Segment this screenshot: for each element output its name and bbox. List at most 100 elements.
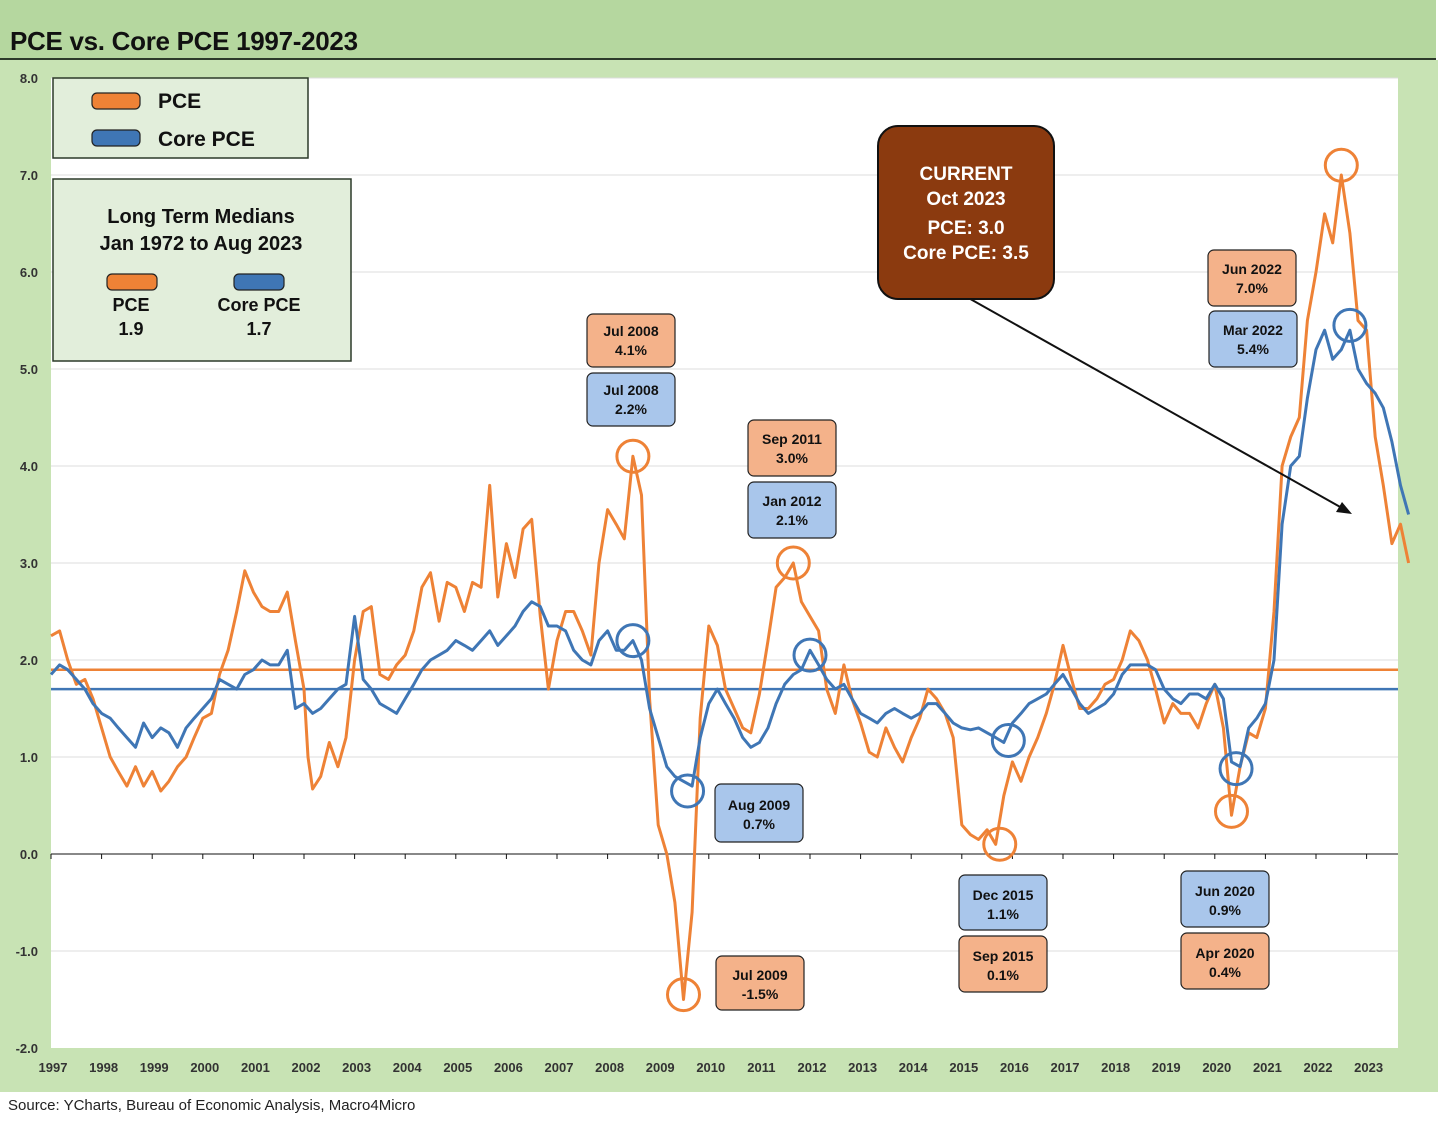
legend-core-swatch: [91, 129, 141, 147]
annotation-value: -1.5%: [742, 986, 779, 1002]
current-box: [877, 125, 1055, 300]
y-tick-label: 8.0: [20, 71, 38, 86]
title-bar: PCE vs. Core PCE 1997-2023: [0, 0, 1436, 60]
annotation-pce-apr-2020: Apr 2020 0.4%: [1180, 932, 1270, 990]
annotation-date: Jul 2008: [603, 323, 658, 339]
current-callout: CURRENT Oct 2023 PCE: 3.0 Core PCE: 3.5: [877, 125, 1352, 514]
annotation-date: Aug 2009: [728, 797, 790, 813]
annotation-box: [586, 372, 676, 427]
x-tick-label: 2015: [949, 1060, 978, 1075]
annotation-box: [715, 955, 805, 1011]
y-tick-label: 0.0: [20, 847, 38, 862]
x-tick-label: 2010: [696, 1060, 725, 1075]
x-tick-label: 2014: [899, 1060, 929, 1075]
annotation-box: [586, 313, 676, 368]
annotation-date: Jan 2012: [762, 493, 821, 509]
legend-pce-swatch: [91, 92, 141, 110]
y-tick-label: -2.0: [16, 1041, 38, 1056]
highlight-circle-pce: [982, 826, 1018, 862]
annotation-box: [714, 783, 804, 843]
y-tick-label: -1.0: [16, 944, 38, 959]
highlight-circle-pce: [1323, 147, 1359, 183]
highlight-circle-pce: [666, 977, 701, 1013]
chart-frame: -2.0 -1.0 0.0 1.0 2.0 3.0 4.0 5.0 6.0 7.0 8.0 1997 1…: [0, 60, 1438, 1092]
source-note: Source: YCharts, Bureau of Economic Anal…: [8, 1097, 416, 1114]
highlight-circle-pce: [775, 545, 811, 581]
medians-pce-value: 1.9: [118, 319, 143, 339]
highlight-circle-core: [1332, 307, 1368, 343]
annotation-core-jun-2020: Jun 2020 0.9%: [1180, 870, 1270, 928]
x-tick-label: 2022: [1304, 1060, 1333, 1075]
x-tick-label: 1999: [140, 1060, 169, 1075]
annotation-value: 0.4%: [1209, 964, 1241, 980]
x-tick-label: 2004: [393, 1060, 423, 1075]
x-tick-label: 2017: [1051, 1060, 1080, 1075]
current-pce: PCE: 3.0: [927, 218, 1004, 239]
highlight-circle-core: [670, 773, 706, 809]
x-tick-label: 2019: [1152, 1060, 1181, 1075]
annotation-pce-jun-2022: Jun 2022 7.0%: [1207, 249, 1297, 307]
x-tick-label: 2018: [1101, 1060, 1130, 1075]
series-line-core: [49, 328, 1411, 788]
annotations: Jul 2008 4.1% Jul 2008 2.2% Sep 2011 3.0…: [586, 249, 1298, 1011]
annotation-date: Mar 2022: [1223, 322, 1283, 338]
annotation-value: 7.0%: [1236, 280, 1268, 296]
annotation-core-jul-2008: Jul 2008 2.2%: [586, 372, 676, 427]
annotation-pce-jul-2008: Jul 2008 4.1%: [586, 313, 676, 368]
x-tick-label: 2023: [1354, 1060, 1383, 1075]
current-core: Core PCE: 3.5: [903, 243, 1029, 264]
current-arrow-line: [964, 295, 1343, 509]
y-tick-label: 4.0: [20, 459, 38, 474]
annotation-box: [747, 419, 837, 477]
annotation-pce-jul-2009: Jul 2009 -1.5%: [715, 955, 805, 1011]
annotation-value: 0.1%: [987, 967, 1019, 983]
annotation-box: [958, 874, 1048, 931]
highlight-circle-pce: [615, 438, 651, 474]
series-line-pce: [50, 173, 1411, 1001]
medians-panel: Long Term Medians Jan 1972 to Aug 2023 P…: [52, 178, 352, 362]
annotation-value: 1.1%: [987, 906, 1019, 922]
annotation-box: [1180, 870, 1270, 928]
annotation-core-mar-2022: Mar 2022 5.4%: [1208, 310, 1298, 368]
y-tick-label: 7.0: [20, 168, 38, 183]
series-layer: [49, 173, 1411, 1001]
annotation-box: [1208, 310, 1298, 368]
medians-core-swatch: [233, 273, 285, 291]
y-tick-label: 1.0: [20, 750, 38, 765]
annotation-date: Dec 2015: [973, 887, 1034, 903]
highlight-circle-core: [792, 637, 828, 673]
annotation-value: 2.1%: [776, 512, 808, 528]
x-tick-label: 1997: [39, 1060, 68, 1075]
medians-pce-label: PCE: [112, 295, 149, 315]
y-tick-label: 6.0: [20, 265, 38, 280]
x-tick-label: 2011: [747, 1060, 775, 1075]
annotation-value: 4.1%: [615, 342, 647, 358]
y-tick-label: 5.0: [20, 362, 38, 377]
x-tick-label: 2016: [1000, 1060, 1029, 1075]
x-tick-label: 2005: [443, 1060, 472, 1075]
annotation-core-dec-2015: Dec 2015 1.1%: [958, 874, 1048, 931]
annotation-value: 0.9%: [1209, 902, 1241, 918]
x-tick-label: 2021: [1253, 1060, 1282, 1075]
annotation-date: Jun 2022: [1222, 261, 1282, 277]
current-arrow-head: [1336, 502, 1352, 514]
x-tick-label: 2002: [292, 1060, 321, 1075]
medians-core-value: 1.7: [246, 319, 271, 339]
x-tick-label: 2008: [595, 1060, 624, 1075]
annotation-date: Jul 2009: [732, 967, 787, 983]
legend-core-label: Core PCE: [158, 128, 255, 151]
medians-box: [52, 178, 352, 362]
annotation-box: [1180, 932, 1270, 990]
annotation-date: Apr 2020: [1195, 945, 1254, 961]
medians-core-label: Core PCE: [217, 295, 300, 315]
annotation-box: [747, 481, 837, 539]
annotation-date: Sep 2015: [973, 948, 1034, 964]
x-tick-label: 2009: [646, 1060, 675, 1075]
annotation-date: Jul 2008: [603, 382, 658, 398]
x-tick-label: 2001: [241, 1060, 270, 1075]
marker-layer: [615, 147, 1368, 1013]
medians-title-1: Long Term Medians: [107, 206, 294, 228]
legend-pce-label: PCE: [158, 90, 201, 113]
axis-layer: -2.0 -1.0 0.0 1.0 2.0 3.0 4.0 5.0 6.0 7.0 8.0 1997 1…: [16, 71, 1398, 1075]
annotation-date: Jun 2020: [1195, 883, 1255, 899]
